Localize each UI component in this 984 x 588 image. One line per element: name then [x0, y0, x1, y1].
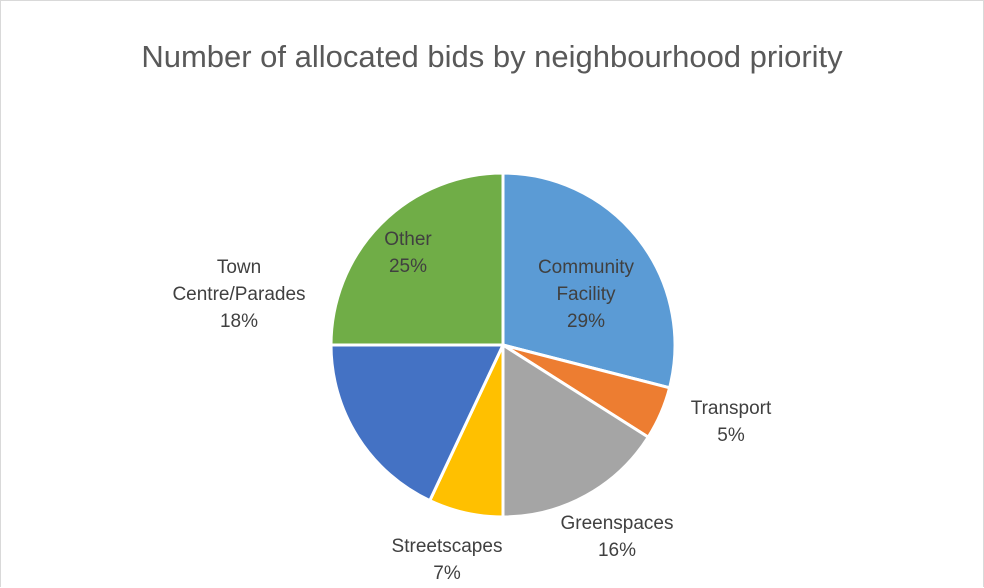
chart-title: Number of allocated bids by neighbourhoo…	[141, 39, 843, 74]
pie-slice-other	[329, 171, 505, 347]
data-label-transport: Transport 5%	[691, 398, 772, 446]
data-label-town-centre-parades: Town Centre/Parades 18%	[172, 257, 305, 332]
data-label-other: Other 25%	[384, 229, 432, 277]
pie-slice-town-centre-parades	[329, 343, 505, 503]
data-label-community-facility: Community Facility 29%	[538, 257, 635, 332]
data-label-greenspaces: Greenspaces 16%	[560, 513, 673, 561]
pie-slice-greenspaces	[501, 343, 650, 519]
data-label-streetscapes: Streetscapes 7%	[392, 536, 503, 584]
pie-slice-community-facility	[501, 171, 677, 390]
